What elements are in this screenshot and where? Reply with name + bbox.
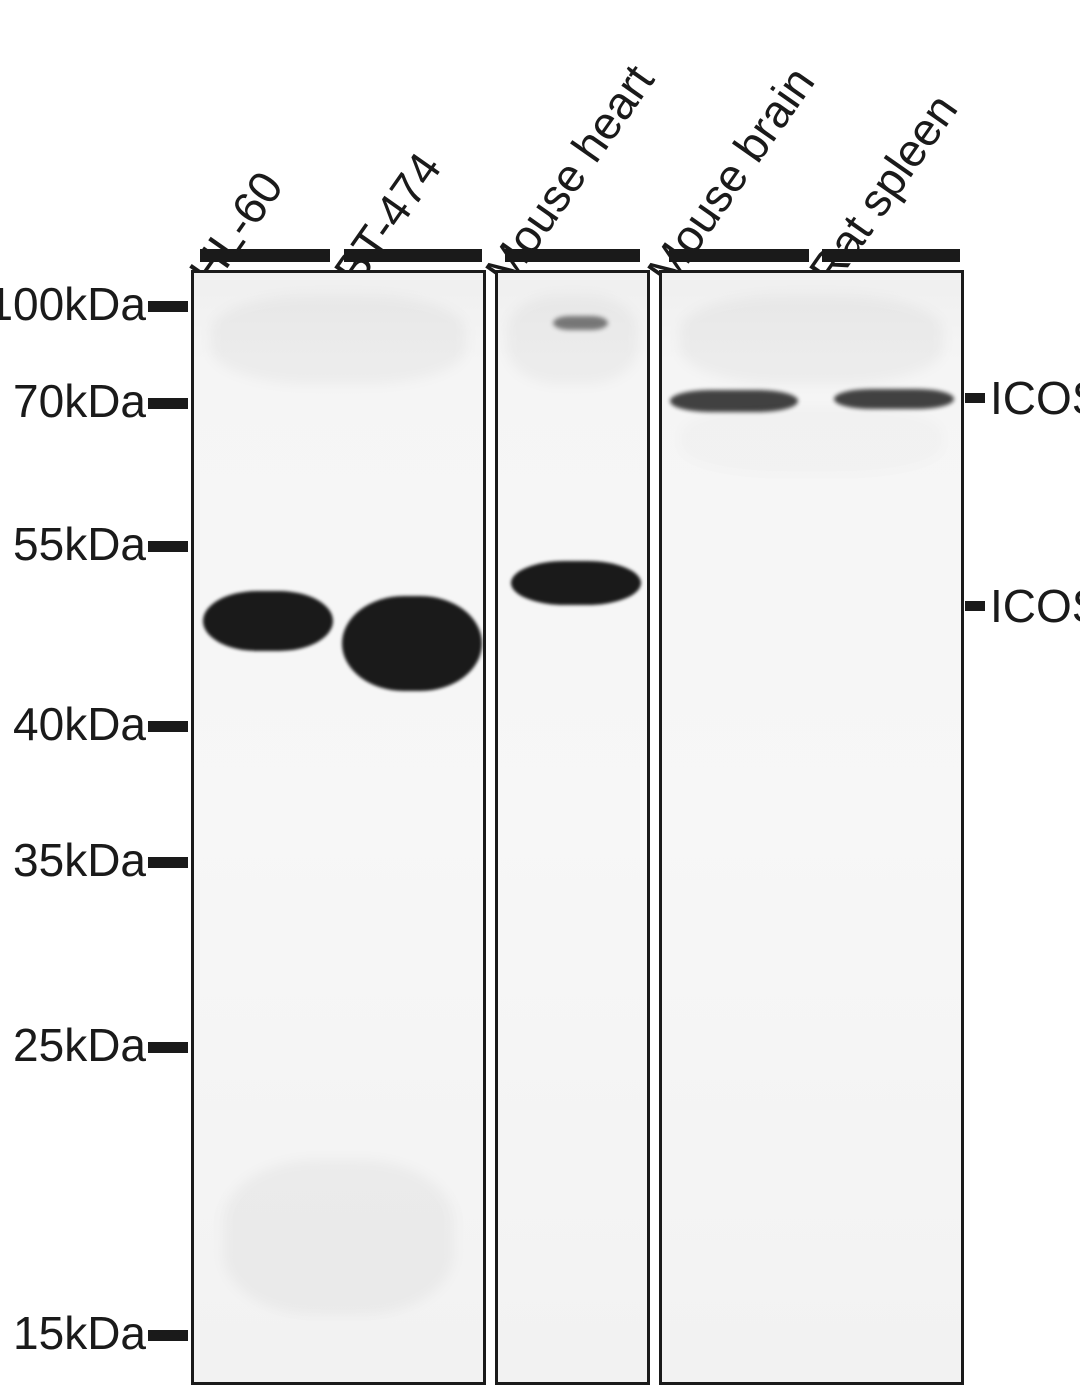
band-mouse-heart-high [553,316,608,330]
lane-tick [200,249,330,262]
mw-tick [148,1042,188,1053]
mw-tick [148,721,188,732]
blot-panel-a [191,270,486,1385]
mw-label-35: 35kDa [13,833,146,887]
band-mouse-heart [511,561,641,605]
mw-label-55: 55kDa [13,517,146,571]
mw-label-100: 100kDa [0,277,146,331]
mw-tick [148,1330,188,1341]
mw-tick [148,301,188,312]
right-tick [965,393,985,403]
band-hl60 [203,591,333,651]
right-label-icosl-a: ICOSL [990,371,1080,425]
blot-panel-c [659,270,964,1385]
lane-tick [822,249,960,262]
western-blot-figure: HL-60 BT-474 Mouse heart Mouse brain Rat… [0,0,1080,1395]
right-tick [965,601,985,611]
band-rat-spleen [834,389,954,409]
mw-tick [148,398,188,409]
right-label-icosl-b: ICOSL [990,579,1080,633]
band-bt474 [342,596,482,691]
lane-label-rat-spleen: Rat spleen [798,84,968,295]
mw-tick [148,541,188,552]
blot-panel-b [495,270,650,1385]
lane-tick [344,249,482,262]
lane-tick [505,249,640,262]
mw-label-40: 40kDa [13,697,146,751]
mw-label-70: 70kDa [13,374,146,428]
mw-tick [148,857,188,868]
mw-label-15: 15kDa [13,1306,146,1360]
band-mouse-brain [670,390,798,412]
lane-tick [669,249,809,262]
mw-label-25: 25kDa [13,1018,146,1072]
